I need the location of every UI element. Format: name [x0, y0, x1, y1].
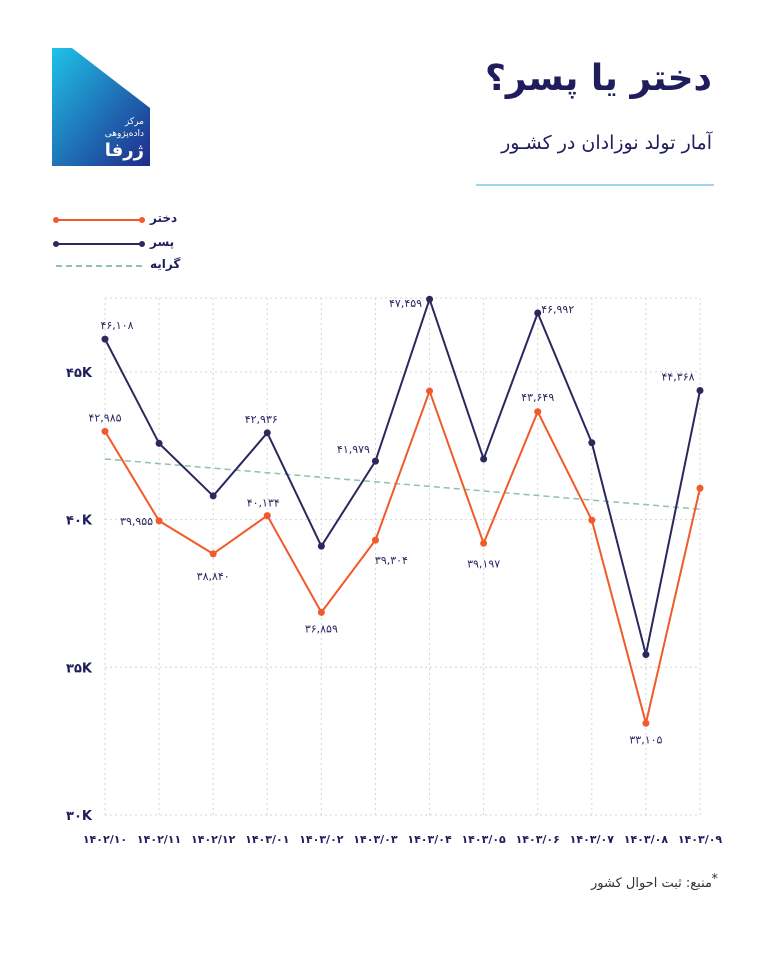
data-point-girls: [696, 484, 704, 492]
data-point-girls: [209, 550, 217, 558]
data-point-boys: [480, 455, 488, 463]
chart-grid: [104, 297, 701, 816]
logo-brand: ژرفا: [105, 140, 144, 161]
x-tick-label: ۱۴۰۳/۰۸: [624, 833, 669, 846]
logo-text-line1: مرکز: [124, 117, 144, 127]
source-note: منبع: ثبت احوال کشور: [590, 876, 712, 891]
data-label-boys: ۴۲,۹۳۶: [245, 413, 278, 426]
y-tick-label: ۴۵K: [66, 366, 93, 381]
data-point-boys: [588, 439, 596, 447]
x-tick-label: ۱۴۰۳/۰۱: [245, 833, 289, 846]
legend-swatch-boys: [53, 241, 145, 247]
data-label-boys: ۴۶,۱۰۸: [100, 319, 133, 332]
data-point-boys: [317, 542, 325, 550]
series-line-boys: [104, 298, 701, 656]
data-point-girls: [588, 516, 596, 524]
data-label-boys: ۴۴,۳۶۸: [661, 371, 694, 384]
data-point-boys: [534, 309, 542, 317]
source-star: *: [711, 872, 719, 887]
x-tick-label: ۱۴۰۳/۰۴: [407, 833, 452, 846]
data-point-boys: [642, 651, 650, 659]
y-tick-label: ۳۰K: [66, 809, 93, 824]
x-tick-label: ۱۴۰۳/۰۹: [678, 833, 723, 846]
y-axis: ۳۰K ۳۵K ۴۰K ۴۵K: [66, 366, 93, 824]
data-label-girls: ۳۹,۳۰۴: [375, 554, 408, 567]
legend-swatches: [53, 217, 145, 267]
x-tick-label: ۱۴۰۳/۰۵: [461, 833, 506, 846]
data-point-girls: [263, 512, 271, 520]
title-divider: [476, 184, 714, 186]
data-point-girls: [155, 517, 163, 525]
logo-text-line2: داده‌پژوهی: [105, 129, 144, 139]
data-label-girls: ۳۶,۸۵۹: [305, 622, 338, 635]
y-tick-label: ۳۵K: [66, 661, 93, 676]
x-tick-label: ۱۴۰۲/۱۱: [137, 833, 181, 846]
data-point-girls: [317, 608, 325, 616]
zhorfa-logo: مرکز داده‌پژوهی ژرفا: [52, 48, 150, 166]
data-point-boys: [426, 295, 434, 303]
legend-label-boys: پسر: [150, 235, 175, 249]
data-labels-layer: ۴۲,۹۸۵ ۳۹,۹۵۵ ۳۸,۸۴۰ ۴۰,۱۳۴ ۳۶,۸۵۹ ۳۹,۳۰۴ ۳۹,۱…: [88, 297, 694, 746]
data-label-girls: ۳۹,۱۹۷: [467, 557, 500, 570]
data-point-boys: [696, 387, 704, 395]
data-point-girls: [101, 427, 109, 435]
data-point-boys: [101, 335, 109, 343]
data-point-girls: [534, 408, 542, 416]
x-tick-label: ۱۴۰۲/۱۰: [83, 833, 127, 846]
data-point-girls: [426, 387, 434, 395]
data-label-girls: ۴۳,۶۴۹: [521, 391, 554, 404]
x-tick-label: ۱۴۰۲/۱۲: [191, 833, 236, 846]
data-label-girls: ۴۲,۹۸۵: [88, 411, 121, 424]
data-point-girls: [480, 539, 488, 547]
data-label-boys: ۴۷,۴۵۹: [389, 297, 422, 310]
line-chart: ۳۰K ۳۵K ۴۰K ۴۵K ۱۴۰۲/۱۰ ۱۴۰۲/۱۱ ۱۴۰۲/۱۲ ۱۴۰۳/۰…: [66, 295, 723, 846]
data-label-girls: ۳۸,۸۴۰: [197, 570, 230, 583]
series-layer: [101, 295, 704, 727]
x-tick-label: ۱۴۰۳/۰۶: [516, 833, 560, 846]
legend-swatch-girls: [53, 217, 145, 223]
data-label-girls: ۳۹,۹۵۵: [120, 515, 153, 528]
data-label-boys: ۴۱,۹۷۹: [337, 443, 370, 456]
legend-label-trend: گرایه: [150, 257, 181, 271]
x-tick-label: ۱۴۰۳/۰۷: [570, 833, 615, 846]
x-tick-label: ۱۴۰۳/۰۳: [353, 833, 398, 846]
data-label-girls: ۴۰,۱۳۴: [247, 497, 280, 510]
x-axis: ۱۴۰۲/۱۰ ۱۴۰۲/۱۱ ۱۴۰۲/۱۲ ۱۴۰۳/۰۱ ۱۴۰۳/۰۲ ۱۴۰۳/…: [83, 833, 723, 846]
y-tick-label: ۴۰K: [66, 514, 93, 529]
x-tick-label: ۱۴۰۳/۰۲: [299, 833, 344, 846]
data-label-boys: ۴۶,۹۹۲: [541, 303, 574, 316]
data-point-girls: [642, 719, 650, 727]
data-point-boys: [263, 429, 271, 437]
page-subtitle: آمار تولد نوزادان در کشـور: [501, 132, 712, 154]
data-point-girls: [371, 536, 379, 544]
series-line-girls: [104, 390, 701, 725]
data-point-boys: [371, 457, 379, 465]
data-point-boys: [155, 439, 163, 447]
legend-label-girls: دختر: [150, 211, 178, 225]
page-title: دختر یا پسر؟: [484, 58, 712, 99]
data-label-girls: ۳۳,۱۰۵: [629, 733, 662, 746]
data-point-boys: [209, 492, 217, 500]
